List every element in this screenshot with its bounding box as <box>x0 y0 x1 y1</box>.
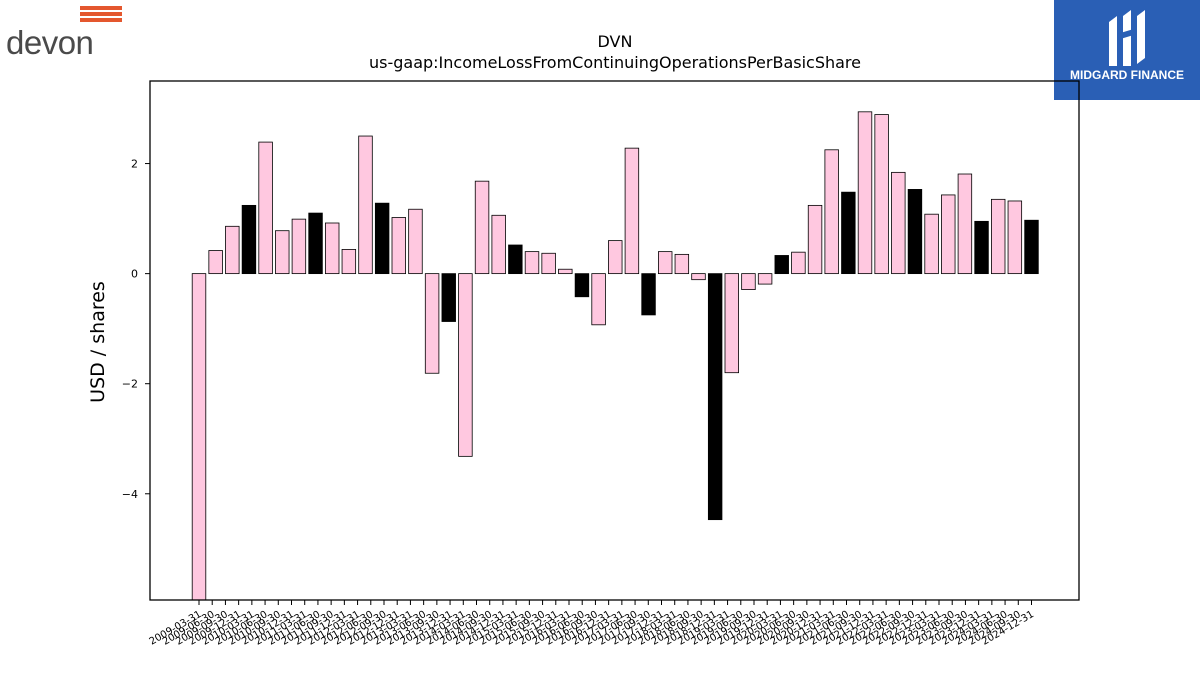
bar <box>824 149 839 275</box>
bar <box>408 208 423 275</box>
y-tick-label: −2 <box>122 378 138 391</box>
bar <box>841 191 856 275</box>
bar <box>941 194 956 275</box>
bar <box>857 111 873 275</box>
bar <box>707 273 723 521</box>
bar <box>241 204 257 275</box>
bar <box>991 198 1006 275</box>
midgard-logo-mark-icon <box>1109 10 1145 66</box>
bar <box>658 251 673 275</box>
bar <box>591 273 606 326</box>
plot-frame <box>149 80 1080 601</box>
bar <box>891 171 906 275</box>
bar <box>458 273 473 457</box>
bar <box>374 202 390 275</box>
bar <box>757 273 773 285</box>
bar <box>807 204 823 275</box>
bar <box>358 135 373 275</box>
bar <box>1007 200 1023 275</box>
bar <box>874 114 889 275</box>
bar <box>391 217 407 275</box>
midgard-logo-text: MIDGARD FINANCE <box>1070 68 1184 82</box>
bar <box>508 244 523 275</box>
bar <box>558 268 573 275</box>
bar <box>724 273 740 374</box>
bar <box>957 173 973 275</box>
chart-title: DVN <box>598 32 633 51</box>
bar <box>524 251 540 275</box>
bar <box>974 220 989 275</box>
bar <box>624 147 640 275</box>
bar <box>641 273 656 316</box>
bar <box>225 225 240 275</box>
bar <box>191 273 207 601</box>
bars-group <box>191 111 1039 601</box>
bar <box>491 214 506 275</box>
y-tick-label: 0 <box>131 268 138 281</box>
devon-logo-mark-icon <box>80 6 122 24</box>
y-axis: −4 −2 0 2 <box>122 158 150 501</box>
bar <box>674 253 690 275</box>
y-axis-label: USD / shares <box>87 281 109 403</box>
bar <box>574 273 590 298</box>
bar <box>275 230 290 275</box>
bar <box>924 213 939 275</box>
bar <box>291 218 307 275</box>
y-tick-label: 2 <box>131 158 138 171</box>
y-tick-label: −4 <box>122 488 138 501</box>
bar <box>208 250 223 275</box>
bar <box>1024 219 1039 275</box>
devon-logo-text: devon <box>6 24 94 61</box>
devon-logo: devon <box>4 4 128 64</box>
bar <box>474 180 490 275</box>
bar <box>541 252 556 275</box>
bar <box>741 273 756 290</box>
bar <box>608 240 623 275</box>
midgard-finance-logo: MIDGARD FINANCE <box>1054 0 1200 100</box>
bar <box>324 222 340 275</box>
bar <box>907 189 923 275</box>
bar <box>774 255 789 275</box>
chart-subtitle: us-gaap:IncomeLossFromContinuingOperatio… <box>369 53 861 72</box>
bar <box>441 273 456 322</box>
bar <box>258 141 273 275</box>
x-axis: 2009-03-312009-06-302009-09-302009-12-31… <box>148 600 1036 648</box>
bar <box>341 249 357 275</box>
bar <box>308 212 323 275</box>
bar <box>424 273 440 374</box>
bar <box>791 251 806 275</box>
bar <box>691 273 706 281</box>
